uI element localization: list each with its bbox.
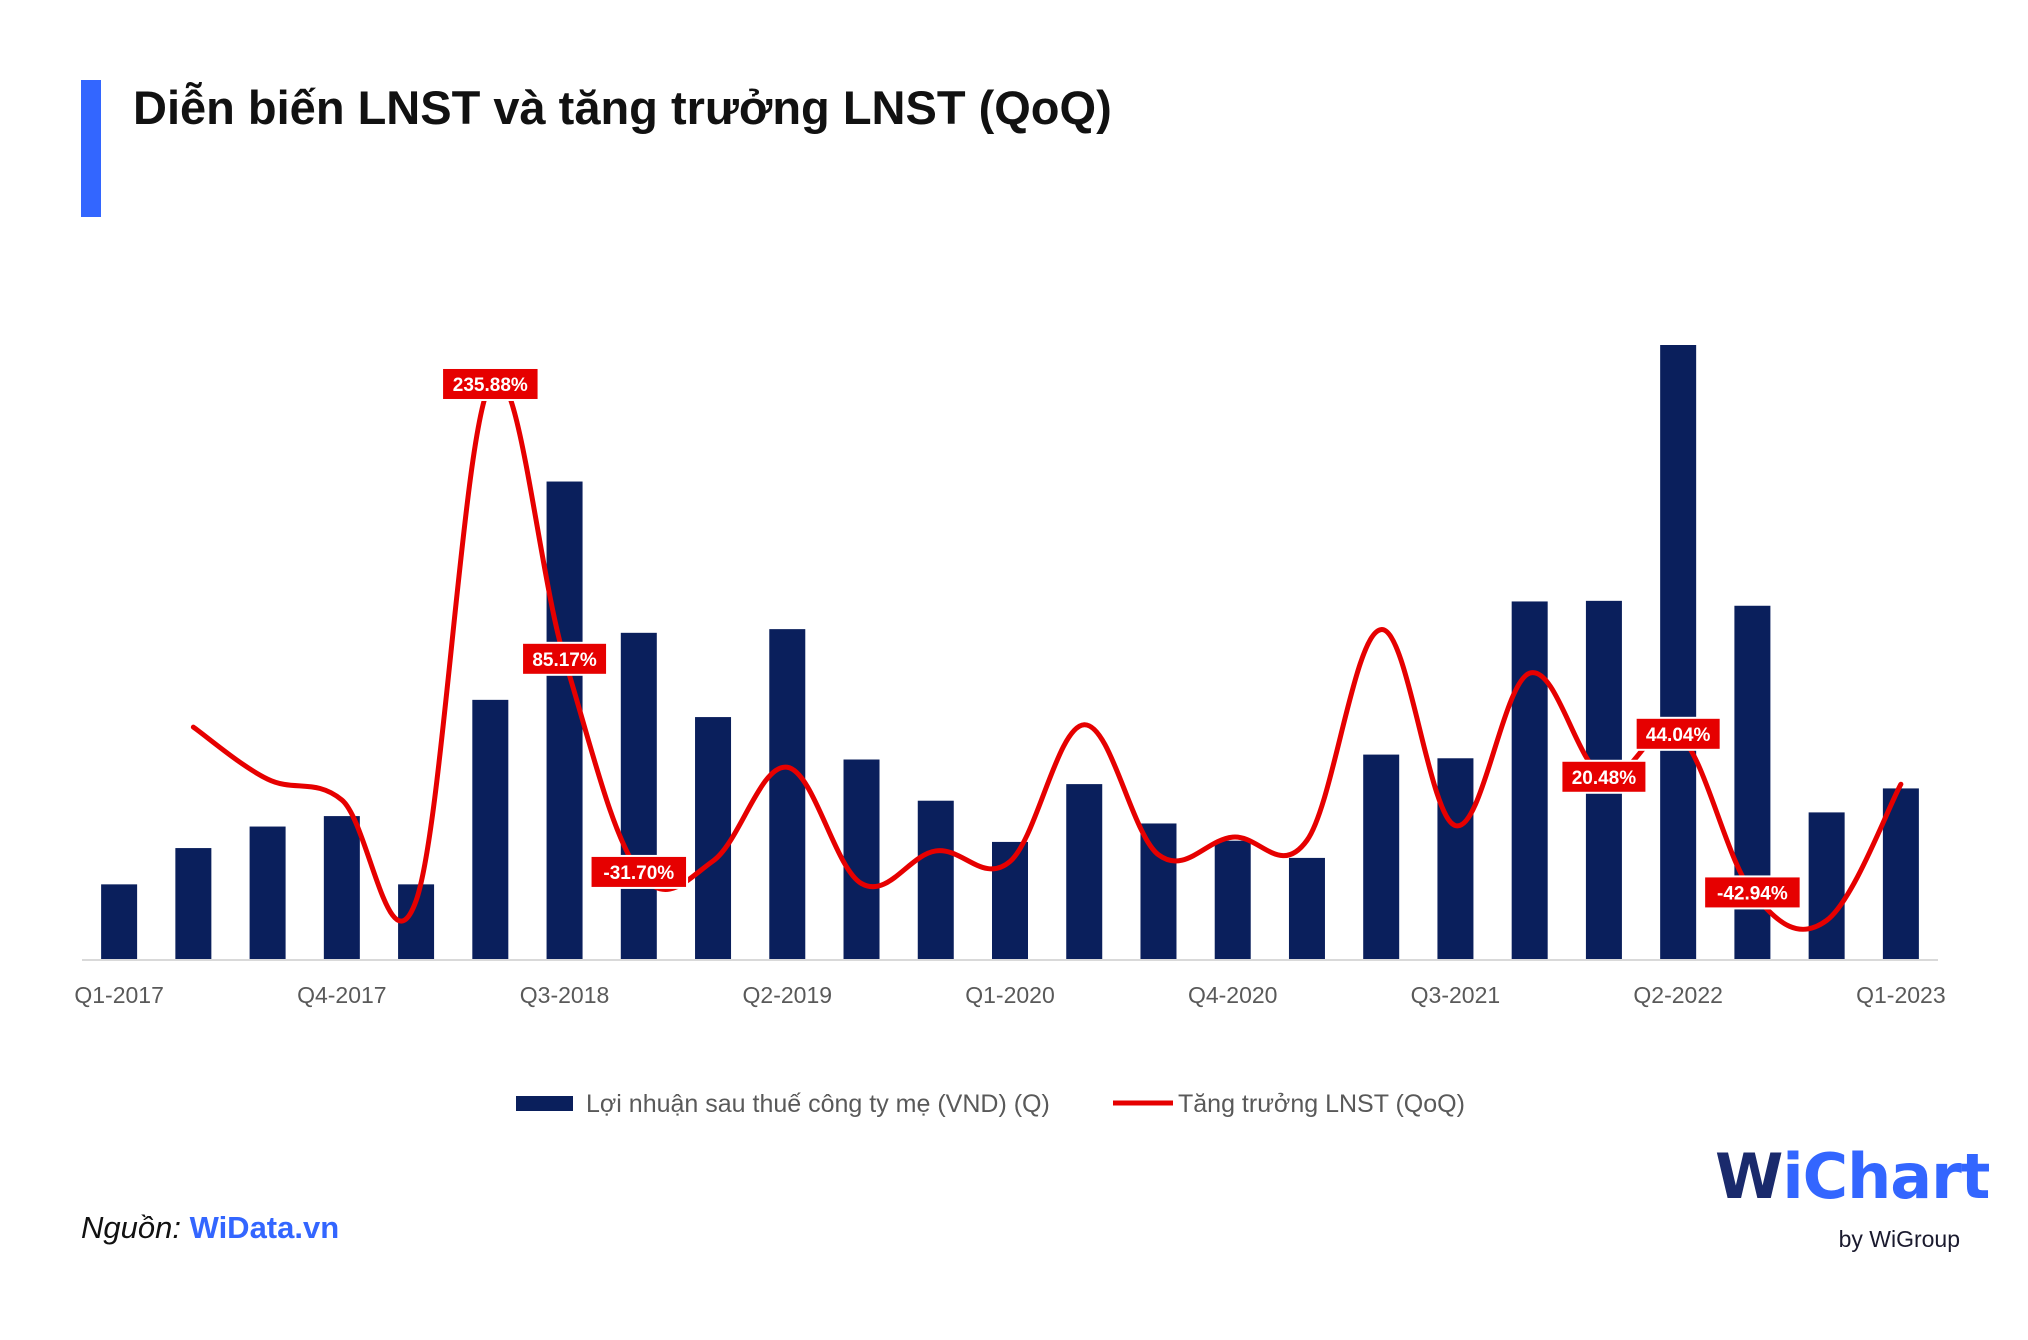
bar-Q4-2020: [1214, 840, 1251, 960]
wichart-logo: WiChart by WiGroup: [1715, 1140, 1990, 1260]
data-labels: 235.88% 85.17% -31.70% 20.48% 44.04% -42.94%: [441, 366, 1802, 910]
bar-Q4-2019: [917, 800, 954, 960]
bar-Q4-2022: [1808, 812, 1845, 960]
source-link[interactable]: WiData.vn: [189, 1210, 340, 1245]
data-label-text: 20.48%: [1572, 768, 1637, 789]
bar-Q2-2020: [1066, 784, 1103, 960]
data-label: 20.48%: [1560, 759, 1648, 794]
bar-Q4-2018: [620, 632, 657, 960]
data-label-text: 44.04%: [1646, 725, 1711, 746]
data-label: 235.88%: [441, 366, 540, 401]
x-tick-label: Q4-2020: [1188, 982, 1278, 1008]
source-note: Nguồn: WiData.vn: [81, 1210, 339, 1246]
bar-Q2-2018: [472, 699, 509, 960]
legend-bar-label: Lợi nhuận sau thuế công ty mẹ (VND) (Q): [586, 1090, 1050, 1118]
data-label-text: 235.88%: [453, 375, 528, 396]
bar-series: [101, 345, 1919, 960]
bar-Q1-2021: [1288, 857, 1325, 960]
data-label-text: 85.17%: [532, 650, 597, 671]
bar-Q2-2022: [1660, 345, 1697, 960]
data-label: 85.17%: [521, 641, 609, 676]
data-label-text: -31.70%: [603, 863, 674, 884]
bar-Q3-2018: [546, 481, 583, 960]
bar-Q3-2020: [1140, 823, 1177, 960]
bar-Q3-2021: [1437, 758, 1474, 960]
bar-Q3-2017: [249, 826, 286, 960]
logo-tagline: by WiGroup: [1838, 1226, 1960, 1252]
legend-line-label: Tăng trưởng LNST (QoQ): [1178, 1090, 1465, 1118]
x-tick-labels: Q1-2017 Q4-2017 Q3-2018 Q2-2019 Q1-2020 Q4-20…: [74, 982, 1945, 1008]
data-label: -42.94%: [1703, 875, 1802, 910]
bar-Q4-2017: [323, 816, 360, 960]
x-tick-label: Q1-2020: [965, 982, 1055, 1008]
data-label: -31.70%: [589, 854, 689, 889]
growth-line-series: [190, 376, 1904, 932]
bar-Q3-2019: [843, 759, 880, 960]
legend-bar-swatch: [516, 1096, 573, 1111]
x-tick-label: Q1-2023: [1856, 982, 1946, 1008]
bar-Q2-2017: [175, 848, 212, 960]
x-tick-label: Q3-2018: [520, 982, 610, 1008]
x-tick-label: Q4-2017: [297, 982, 387, 1008]
bar-Q2-2021: [1363, 754, 1400, 960]
x-tick-label: Q2-2022: [1633, 982, 1723, 1008]
bar-Q4-2021: [1511, 601, 1548, 960]
x-tick-label: Q3-2021: [1411, 982, 1501, 1008]
bar-Q1-2023: [1882, 788, 1919, 960]
x-tick-label: Q1-2017: [74, 982, 164, 1008]
chart-title: Diễn biến LNST và tăng trưởng LNST (QoQ): [133, 81, 1112, 134]
data-label-text: -42.94%: [1717, 883, 1788, 904]
title-accent-bar: [81, 80, 101, 217]
bar-Q2-2019: [769, 629, 806, 960]
x-tick-label: Q2-2019: [743, 982, 833, 1008]
bar-Q1-2019: [695, 717, 732, 960]
logo-wordmark: WiChart: [1715, 1140, 1990, 1213]
legend: Lợi nhuận sau thuế công ty mẹ (VND) (Q) …: [516, 1090, 1465, 1118]
bar-Q1-2017: [101, 884, 138, 960]
source-label: Nguồn:: [81, 1210, 190, 1245]
data-label: 44.04%: [1634, 716, 1722, 751]
